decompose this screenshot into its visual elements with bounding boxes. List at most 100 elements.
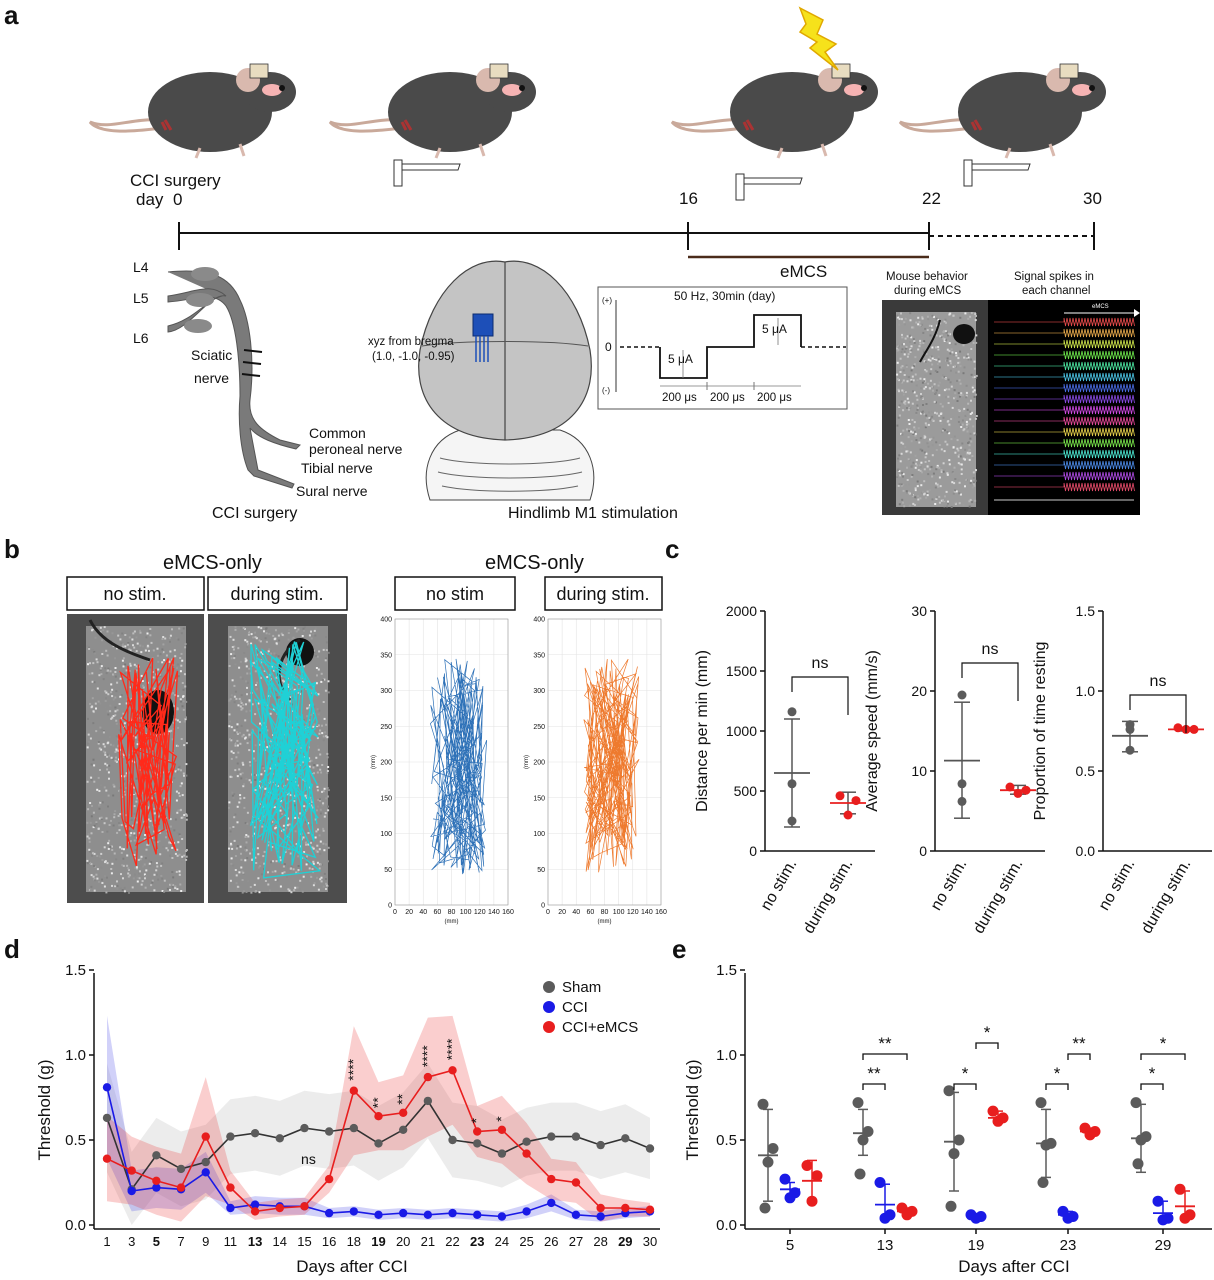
gravel-dot [159,771,162,774]
gravel-dot [182,856,185,859]
gravel-dot [170,729,173,732]
gravel-dot [125,772,128,775]
gravel-dot [86,780,89,783]
gravel-dot [905,490,908,493]
significance-label: ns [1150,673,1167,690]
gravel-dot [237,704,240,707]
gravel-dot [181,794,184,797]
gravel-dot [247,835,250,838]
gravel-dot [973,389,976,392]
series-marker [621,1134,630,1143]
gravel-dot [905,450,908,453]
gravel-dot [279,859,282,862]
spike-trace [1063,471,1135,481]
gravel-dot [957,370,960,373]
gravel-dot [112,794,115,797]
gravel-dot [956,453,959,456]
gravel-dot [125,787,128,789]
gravel-dot [924,360,927,363]
gravel-dot [123,783,125,786]
gravel-dot [121,643,124,646]
data-point [787,707,797,717]
gravel-dot [95,658,98,661]
gravel-dot [141,880,144,883]
gravel-dot [101,859,104,862]
gravel-dot [164,637,167,640]
series-marker [497,1149,507,1158]
gravel-dot [297,742,300,745]
gravel-dot [102,629,105,632]
gravel-dot [115,722,118,725]
series-marker [250,1129,260,1138]
gravel-dot [915,439,918,441]
gravel-dot [933,400,936,403]
x-tick-label: 120 [474,909,486,916]
gravel-dot [901,348,904,351]
gravel-dot [931,475,934,478]
gravel-dot [323,678,326,681]
gravel-dot [937,485,940,488]
gravel-dot [920,484,923,487]
gravel-dot [314,836,317,839]
gravel-dot [147,825,150,828]
significance-label: * [1149,1064,1156,1083]
gravel-dot [307,843,310,846]
gravel-dot [923,492,926,495]
x-tick-label: 5 [153,1234,160,1249]
gravel-dot [159,853,162,856]
gravel-dot [908,504,911,507]
gravel-dot [122,864,125,867]
gravel-dot [901,365,904,368]
gravel-dot [957,462,960,465]
gravel-dot [290,673,293,676]
gravel-dot [87,733,90,736]
gravel-dot [258,866,260,869]
gravel-dot [86,821,89,824]
gravel-dot [929,355,932,358]
gravel-dot [902,442,905,445]
gravel-dot [132,644,134,647]
gravel-dot [275,654,278,657]
gravel-dot [240,724,243,727]
gravel-dot [178,873,181,876]
gravel-dot [901,323,904,326]
gravel-dot [149,634,152,637]
gravel-dot [91,649,94,651]
gravel-dot [271,845,274,848]
gravel-dot [236,762,239,765]
gravel-dot [311,846,314,849]
gravel-dot [926,417,929,420]
gravel-dot [121,793,124,796]
x-tick-label: during stim. [970,857,1026,937]
gravel-dot [184,685,187,688]
gravel-dot [948,423,951,426]
gravel-dot [236,805,239,808]
spike-trace [1063,438,1135,448]
gravel-dot [969,413,972,415]
gravel-dot [935,468,938,471]
gravel-dot [240,777,243,780]
gravel-dot [123,789,126,792]
gravel-dot [945,321,947,324]
y-tick-label: 0.5 [65,1132,86,1149]
gravel-dot [230,857,233,860]
gravel-dot [89,889,92,892]
gravel-dot [95,821,98,824]
gravel-dot [175,796,178,799]
gravel-dot [959,365,962,368]
x-tick-label: 14 [273,1234,287,1249]
gravel-dot [959,393,962,396]
gravel-dot [93,865,95,867]
panel-b-left-title: eMCS-only [163,552,262,574]
gravel-dot [901,389,904,392]
gravel-dot [954,396,957,399]
gravel-dot [321,679,324,681]
gravel-dot [318,650,321,653]
series-marker [398,1108,408,1118]
gravel-dot [922,331,925,334]
gravel-dot [179,657,182,659]
gravel-dot [315,682,318,685]
gravel-dot [239,845,242,848]
gravel-dot [293,800,296,803]
